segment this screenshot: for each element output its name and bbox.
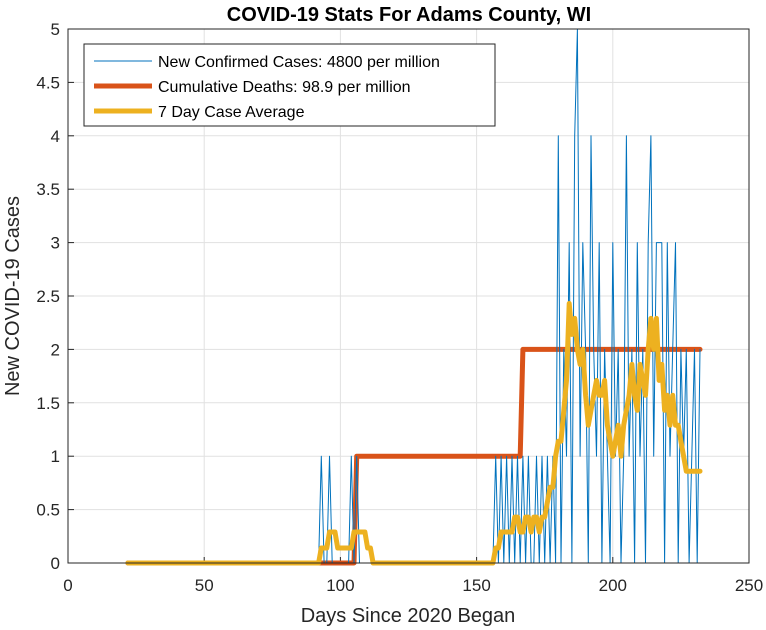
legend-label-deaths: Cumulative Deaths: 98.9 per million (158, 79, 411, 96)
x-tick-label: 0 (63, 576, 72, 595)
x-tick-label: 250 (735, 576, 763, 595)
y-tick-label: 5 (51, 20, 60, 39)
chart-title: COVID-19 Stats For Adams County, WI (227, 4, 591, 26)
x-tick-label: 150 (462, 576, 490, 595)
legend-label-cases: New Confirmed Cases: 4800 per million (158, 54, 440, 71)
legend: New Confirmed Cases: 4800 per million Cu… (83, 43, 496, 127)
y-tick-label: 0.5 (36, 501, 60, 520)
y-tick-label: 2.5 (36, 287, 60, 306)
y-tick-label: 1 (51, 447, 60, 466)
y-tick-label: 3 (51, 234, 60, 253)
x-tick-label: 50 (195, 576, 214, 595)
legend-label-average: 7 Day Case Average (158, 104, 305, 121)
y-tick-label: 3.5 (36, 180, 60, 199)
y-tick-label: 1.5 (36, 394, 60, 413)
x-axis-label: Days Since 2020 Began (301, 605, 516, 627)
y-axis-label: New COVID-19 Cases (2, 196, 24, 396)
x-tick-label: 100 (326, 576, 354, 595)
y-tick-label: 4 (51, 127, 60, 146)
y-tick-label: 2 (51, 340, 60, 359)
plot-frame (67, 28, 750, 564)
series-line-7-day-average (125, 301, 703, 566)
x-tick-label: 200 (599, 576, 627, 595)
legend-box (83, 43, 496, 127)
x-tick-labels: 0 50 100 150 200 250 (63, 576, 763, 595)
y-tick-labels: 0 0.5 1 1.5 2 2.5 3 3.5 4 4.5 5 (36, 20, 60, 573)
y-tick-label: 0 (51, 554, 60, 573)
y-tick-label: 4.5 (36, 73, 60, 92)
